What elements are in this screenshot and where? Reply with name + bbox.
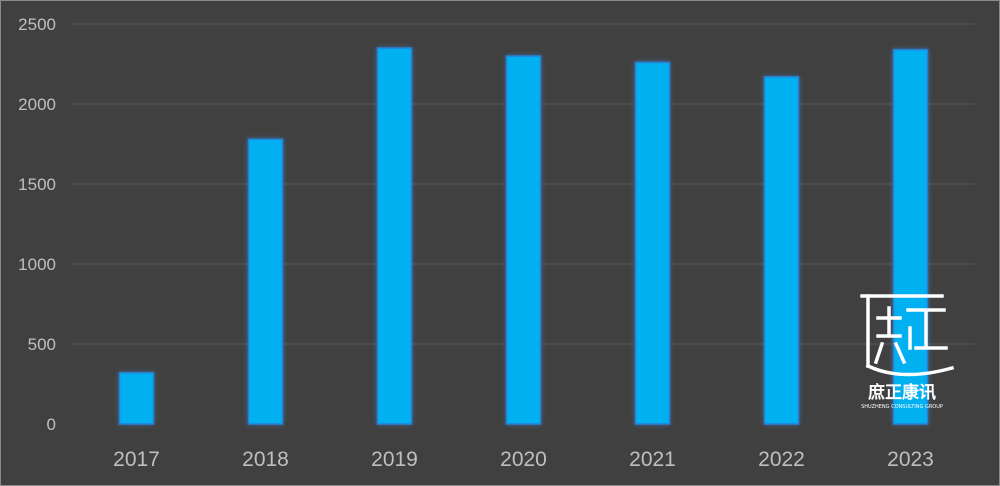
- logo-emblem: [860, 294, 955, 377]
- bar-2023: [892, 48, 929, 425]
- x-tick-label: 2017: [113, 448, 160, 471]
- y-tick-label: 2000: [18, 95, 56, 114]
- x-tick-label: 2019: [371, 448, 418, 471]
- y-tick-label: 500: [28, 335, 56, 354]
- watermark-name: 庶正康讯: [868, 382, 936, 403]
- bar-2017: [118, 372, 155, 425]
- bar-2019: [376, 47, 413, 425]
- y-tick-label: 2500: [18, 15, 56, 34]
- watermark-logo: 庶正康讯 SHUZHENG CONSULTING GROUP: [860, 294, 955, 410]
- bar-2018: [247, 138, 284, 425]
- bar-2020: [505, 55, 542, 425]
- bar-2022: [763, 76, 800, 425]
- x-tick-label: 2021: [629, 448, 676, 471]
- y-tick-label: 1000: [18, 255, 56, 274]
- y-axis: 0 500 1000 1500 2000 2500: [18, 15, 56, 434]
- bars: [118, 47, 929, 425]
- x-tick-label: 2022: [758, 448, 805, 471]
- bar-2021: [634, 61, 671, 425]
- watermark-subtitle: SHUZHENG CONSULTING GROUP: [861, 404, 943, 410]
- y-tick-label: 1500: [18, 175, 56, 194]
- x-tick-label: 2023: [887, 448, 934, 471]
- y-tick-label: 0: [47, 415, 56, 434]
- x-axis: 2017 2018 2019 2020 2021 2022 2023: [113, 448, 934, 471]
- x-tick-label: 2020: [500, 448, 547, 471]
- x-tick-label: 2018: [242, 448, 289, 471]
